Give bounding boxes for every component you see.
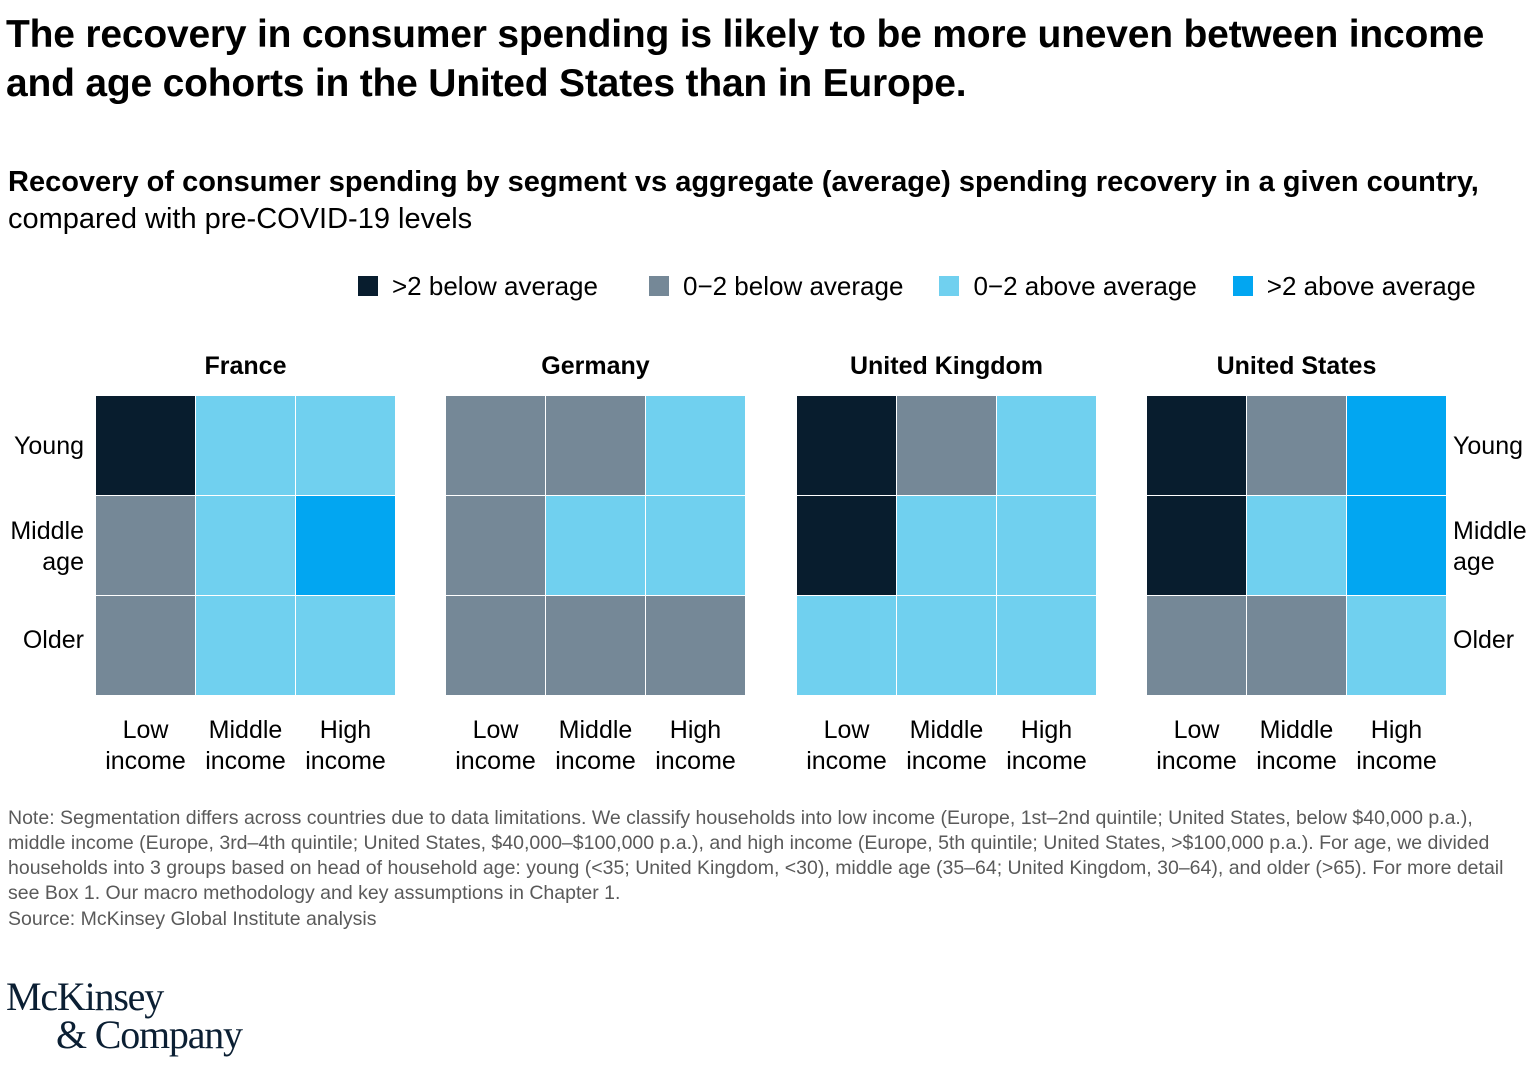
heatmap-cell bbox=[897, 596, 996, 695]
legend-label: 0−2 below average bbox=[682, 270, 904, 301]
column-label: High bbox=[1371, 716, 1422, 744]
heatmap-cell bbox=[196, 396, 295, 495]
legend-label: >2 above average bbox=[1266, 270, 1476, 301]
row-label-right: Young bbox=[1453, 432, 1523, 460]
heatmap-cell bbox=[797, 596, 896, 695]
footnote: Note: Segmentation differs across countr… bbox=[8, 807, 1504, 904]
heatmap-cell bbox=[546, 396, 645, 495]
row-label-right: Middle bbox=[1453, 517, 1527, 545]
row-label-right: Older bbox=[1453, 626, 1514, 654]
chart-subtitle-regular: compared with pre-COVID-19 levels bbox=[8, 203, 473, 235]
column-label: Middle bbox=[209, 716, 283, 744]
legend-item-0-2-below: 0−2 below average bbox=[648, 270, 904, 302]
panel-title: United States bbox=[1217, 352, 1377, 380]
heatmap-cell bbox=[196, 596, 295, 695]
column-label: Middle bbox=[910, 716, 984, 744]
heatmap-cell bbox=[1347, 396, 1446, 495]
heatmap-cell bbox=[997, 396, 1096, 495]
panel-title: United Kingdom bbox=[850, 352, 1043, 380]
heatmap-cell bbox=[296, 396, 395, 495]
legend-swatch bbox=[1232, 276, 1253, 296]
column-label: income bbox=[555, 747, 636, 775]
column-label: income bbox=[105, 747, 186, 775]
column-label: Low bbox=[123, 716, 170, 744]
legend-swatch bbox=[648, 276, 669, 296]
heatmap-cell bbox=[446, 596, 545, 695]
column-label: Low bbox=[473, 716, 520, 744]
logo-line-1: McKinsey bbox=[6, 974, 164, 1019]
column-label: Middle bbox=[1260, 716, 1334, 744]
row-label-left: age bbox=[42, 548, 84, 576]
column-label: income bbox=[655, 747, 736, 775]
heatmap-cell bbox=[897, 496, 996, 595]
heatmap-panel-germany: Germany Low income Middle income High income bbox=[446, 352, 745, 775]
legend-label: 0−2 above average bbox=[973, 270, 1197, 301]
heatmap-cell bbox=[1347, 596, 1446, 695]
legend-item-gt2-above: >2 above average bbox=[1232, 270, 1476, 302]
heatmap-cell bbox=[96, 596, 195, 695]
column-label: High bbox=[670, 716, 721, 744]
column-label: income bbox=[1006, 747, 1087, 775]
legend-label: >2 below average bbox=[392, 270, 598, 301]
heatmap-cell bbox=[96, 396, 195, 495]
column-label: income bbox=[305, 747, 386, 775]
heatmap-cell bbox=[997, 596, 1096, 695]
heatmap-cell bbox=[646, 496, 745, 595]
logo-line-2: & Company bbox=[56, 1012, 243, 1057]
headline: The recovery in consumer spending is lik… bbox=[6, 13, 1485, 105]
column-label: income bbox=[1256, 747, 1337, 775]
heatmap-cell bbox=[446, 496, 545, 595]
heatmap-chart: FranceLowincomeMiddleincomeHighincomeGer… bbox=[10, 352, 1527, 775]
legend: >2 below average 0−2 below average 0−2 a… bbox=[358, 268, 1476, 304]
legend-swatch bbox=[358, 276, 378, 296]
heatmap-cell bbox=[997, 496, 1096, 595]
legend-swatch bbox=[939, 276, 960, 296]
column-label: income bbox=[806, 747, 887, 775]
row-label-left: Middle bbox=[10, 517, 84, 545]
heatmap-cell bbox=[897, 396, 996, 495]
column-label: income bbox=[906, 747, 987, 775]
heatmap-cell bbox=[1347, 496, 1446, 595]
column-label: income bbox=[1356, 747, 1437, 775]
panel-title: Germany bbox=[541, 352, 649, 380]
heatmap-cell bbox=[646, 596, 745, 695]
heatmap-panel-france: France Low income Middle income High income bbox=[96, 352, 395, 775]
legend-item-0-2-above: 0−2 above average bbox=[939, 270, 1197, 302]
heatmap-cell bbox=[1147, 596, 1246, 695]
column-label: income bbox=[205, 747, 286, 775]
heatmap-cell bbox=[1247, 596, 1346, 695]
heatmap-cell bbox=[196, 496, 295, 595]
column-label: Low bbox=[824, 716, 871, 744]
column-label: income bbox=[1156, 747, 1237, 775]
heatmap-cell bbox=[296, 496, 395, 595]
column-label: Low bbox=[1174, 716, 1221, 744]
heatmap-cell bbox=[1247, 396, 1346, 495]
heatmap-cell bbox=[646, 396, 745, 495]
heatmap-cell bbox=[296, 596, 395, 695]
heatmap-panel-united-kingdom: United Kingdom Low income Middle income High i… bbox=[797, 352, 1096, 775]
column-label: High bbox=[1021, 716, 1072, 744]
row-label-left: Older bbox=[23, 626, 84, 654]
legend-item-gt2-below: >2 below average bbox=[358, 271, 598, 302]
heatmap-cell bbox=[546, 596, 645, 695]
column-label: High bbox=[320, 716, 371, 744]
heatmap-cell bbox=[797, 396, 896, 495]
heatmap-cell bbox=[96, 496, 195, 595]
heatmap-cell bbox=[1147, 496, 1246, 595]
row-label-right: age bbox=[1453, 548, 1495, 576]
heatmap-panel-united-states: United States Low income Middle income High in… bbox=[1147, 352, 1446, 775]
panel-title: France bbox=[205, 352, 287, 380]
chart-subtitle-bold: Recovery of consumer spending by segment… bbox=[8, 166, 1479, 198]
column-label: income bbox=[455, 747, 536, 775]
column-label: Middle bbox=[559, 716, 633, 744]
heatmap-cell bbox=[1147, 396, 1246, 495]
heatmap-cell bbox=[1247, 496, 1346, 595]
chart-subtitle: Recovery of consumer spending by segment… bbox=[8, 164, 1508, 238]
heatmap-cell bbox=[446, 396, 545, 495]
heatmap-cell bbox=[546, 496, 645, 595]
mckinsey-logo: McKinsey & Company bbox=[6, 974, 243, 1057]
source-note: Source: McKinsey Global Institute analys… bbox=[8, 908, 377, 930]
row-label-left: Young bbox=[14, 432, 84, 460]
heatmap-cell bbox=[797, 496, 896, 595]
